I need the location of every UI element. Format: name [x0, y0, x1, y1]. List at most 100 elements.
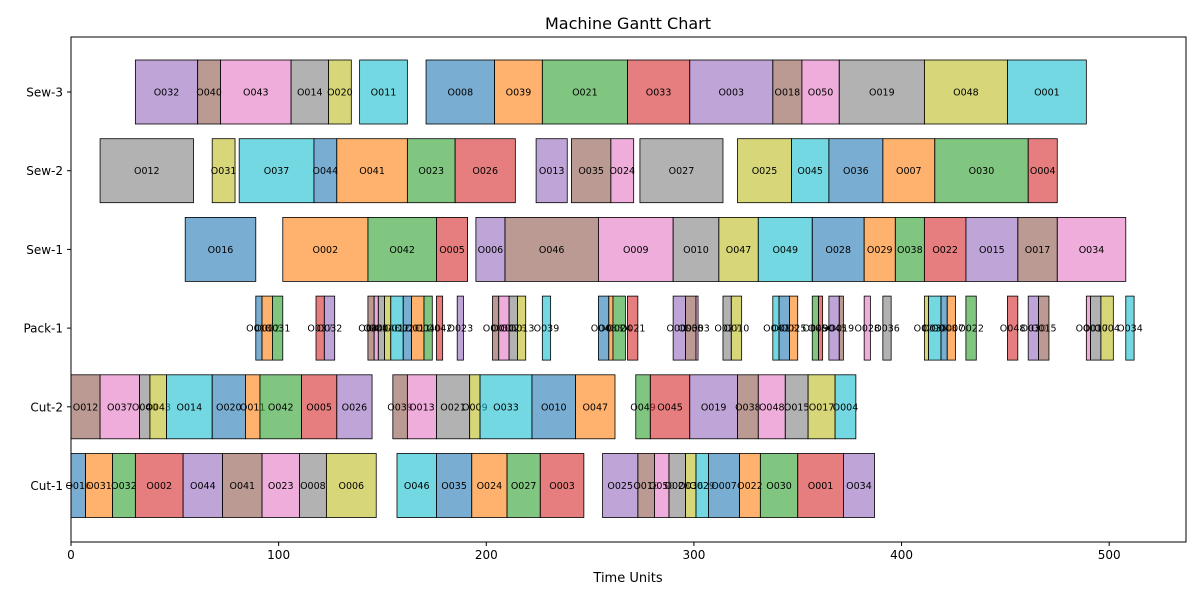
task-sew-3-o039: O039 [494, 59, 543, 125]
task-sew-1-o038: O038 [894, 216, 925, 282]
task-label: O006 [338, 481, 364, 492]
task-bar [454, 138, 516, 204]
task-sew-3-o050: O050 [801, 59, 840, 125]
task-bar [259, 374, 302, 440]
y-tick-label: Sew-1 [26, 243, 63, 257]
task-label: O033 [493, 402, 519, 413]
task-bar [571, 138, 612, 204]
task-label: O007 [711, 481, 737, 492]
task-label: O010 [724, 324, 750, 335]
task-label: O039 [534, 324, 560, 335]
task-pack-1-o040: O040 [415, 295, 441, 361]
task-label: O014 [369, 324, 395, 335]
task-label: O035 [578, 166, 604, 177]
task-label: O026 [342, 402, 368, 413]
task-label: O048 [931, 324, 957, 335]
task-sew-1-o029: O029 [863, 216, 896, 282]
task-bar [134, 453, 184, 518]
task-label: O016 [208, 245, 234, 256]
task-pack-1-o024: O024 [606, 295, 632, 361]
task-label: O034 [1117, 324, 1143, 335]
task-label: O022 [932, 245, 958, 256]
task-sew-2-o013: O013 [535, 138, 568, 204]
task-label: O023 [448, 324, 474, 335]
task-cut-2-o042: O042 [259, 374, 302, 440]
task-bar [627, 295, 639, 361]
task-bar [436, 453, 473, 518]
task-label: O019 [869, 88, 895, 99]
task-label: O008 [448, 88, 474, 99]
task-bar [222, 453, 263, 518]
task-label: O012 [134, 166, 160, 177]
task-label: O004 [833, 402, 859, 413]
task-label: O004 [1030, 166, 1056, 177]
task-sew-1-o034: O034 [1056, 216, 1127, 282]
task-bar [531, 374, 576, 440]
task-pack-1-o034: O034 [1117, 295, 1143, 361]
task-cut-2-o010: O010 [531, 374, 576, 440]
task-label: O044 [313, 166, 339, 177]
task-cut-2-o033: O033 [479, 374, 533, 440]
task-pack-1-o039: O039 [534, 295, 560, 361]
task-label: O002 [146, 481, 172, 492]
task-label: O021 [572, 88, 598, 99]
task-sew-3-o001: O001 [1007, 59, 1087, 125]
task-label: O036 [874, 324, 900, 335]
task-label: O037 [107, 402, 133, 413]
task-bar [772, 59, 803, 125]
task-bar [597, 216, 674, 282]
task-bar [323, 295, 336, 361]
y-tick-label: Cut-2 [30, 400, 63, 414]
task-label: O003 [684, 324, 710, 335]
task-label: O047 [726, 245, 752, 256]
task-label: O046 [404, 481, 430, 492]
task-label: O030 [766, 481, 792, 492]
task-label: O045 [657, 402, 683, 413]
task-bar [539, 453, 585, 518]
task-label: O045 [797, 166, 823, 177]
task-sew-1-o049: O049 [757, 216, 813, 282]
task-cut-1-o030: O030 [759, 453, 799, 518]
task-label: O011 [240, 402, 266, 413]
task-label: O027 [669, 166, 695, 177]
task-bar [85, 453, 113, 518]
task-bar [575, 374, 616, 440]
task-sew-3-o040: O040 [196, 59, 222, 125]
task-bar [791, 138, 830, 204]
x-axis-label: Time Units [592, 571, 662, 586]
task-sew-2-o041: O041 [336, 138, 408, 204]
task-label: O010 [683, 245, 709, 256]
task-cut-2-o045: O045 [649, 374, 691, 440]
task-label: O027 [511, 481, 537, 492]
task-bar [166, 374, 213, 440]
task-cut-1-o022: O022 [737, 453, 763, 518]
task-sew-2-o031: O031 [211, 138, 236, 204]
task-sew-3-o020: O020 [327, 59, 353, 125]
task-sew-1-o046: O046 [504, 216, 599, 282]
task-label: O040 [196, 88, 222, 99]
task-bar [695, 295, 699, 361]
x-axis: 0 100 200 300 400 500 [67, 542, 1121, 562]
task-label: O022 [958, 324, 984, 335]
task-pack-1-o013: O013 [509, 295, 534, 361]
task-label: O039 [387, 402, 413, 413]
task-sew-3-o014: O014 [290, 59, 329, 125]
task-pack-1-o023: O023 [448, 295, 474, 361]
task-cut-1-o050: O050 [649, 453, 675, 518]
task-label: O031 [265, 324, 291, 335]
task-label: O038 [922, 324, 948, 335]
task-sew-2-o007: O007 [882, 138, 936, 204]
task-label: O034 [1079, 245, 1105, 256]
task-label: O037 [264, 166, 290, 177]
task-cut-1-o034: O034 [843, 453, 875, 518]
task-label: O028 [825, 245, 851, 256]
task-bar [211, 138, 236, 204]
task-cut-1-o003: O003 [539, 453, 585, 518]
task-label: O018 [771, 324, 797, 335]
task-label: O042 [268, 402, 294, 413]
task-label: O029 [689, 481, 715, 492]
task-label: O020 [395, 324, 421, 335]
task-bar [689, 374, 738, 440]
task-label: O050 [808, 88, 834, 99]
